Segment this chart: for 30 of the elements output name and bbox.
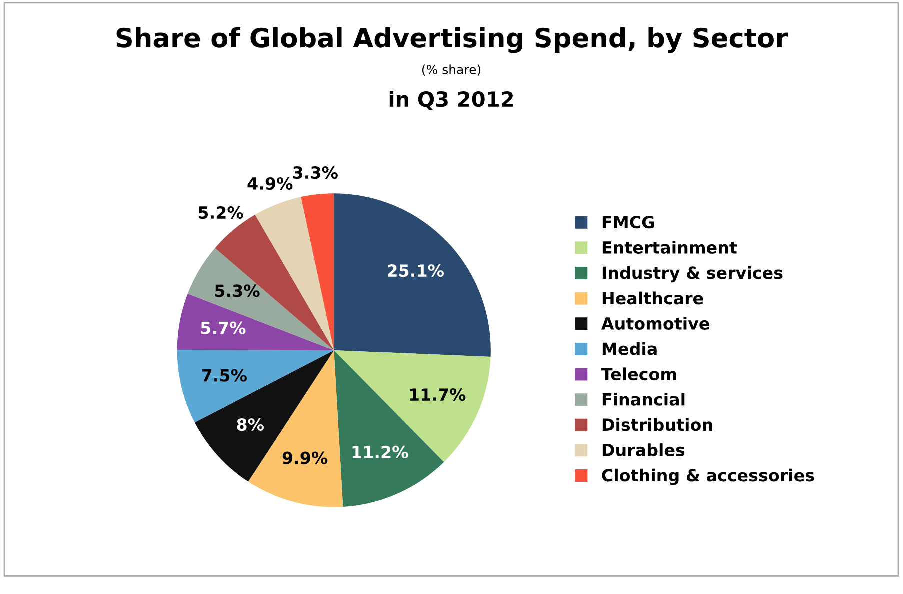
- legend-label: Entertainment: [602, 241, 738, 254]
- data-label: 11.2%: [352, 446, 408, 458]
- data-label: 5.2%: [198, 206, 244, 220]
- data-label: 9.9%: [282, 452, 328, 464]
- legend-label: Industry & services: [602, 266, 783, 283]
- pie-slice: [188, 248, 334, 350]
- pie-slice: [334, 350, 491, 462]
- data-label: 4.9%: [248, 177, 293, 190]
- legend-label: Telecom: [601, 368, 676, 381]
- pie-slice: [301, 194, 334, 350]
- data-label: 8%: [237, 418, 264, 432]
- data-label: 25.1%: [388, 264, 444, 278]
- data-label: 7.5%: [202, 369, 247, 382]
- legend-label: Clothing & accessories: [602, 468, 814, 486]
- legend-label: Durables: [602, 444, 685, 456]
- pie-slice: [334, 194, 491, 358]
- pie-slice: [194, 350, 334, 482]
- legend-label: Healthcare: [602, 292, 704, 305]
- legend-label: Media: [602, 342, 657, 356]
- data-label: 3.3%: [293, 166, 338, 180]
- chart-subtitle: (% share): [422, 64, 481, 76]
- data-label: 11.7%: [410, 388, 466, 402]
- data-label: 5.7%: [201, 322, 246, 334]
- legend-label: Automotive: [601, 317, 710, 330]
- text: in Q3 2012: [390, 91, 514, 110]
- legend-label: FMCG: [602, 216, 654, 229]
- legend-label: Financial: [602, 392, 685, 406]
- legend-label: Distribution: [602, 418, 712, 432]
- data-label: 5.3%: [215, 284, 260, 298]
- chart-title: Share of Global Advertising Spend, by Sector: [116, 27, 788, 54]
